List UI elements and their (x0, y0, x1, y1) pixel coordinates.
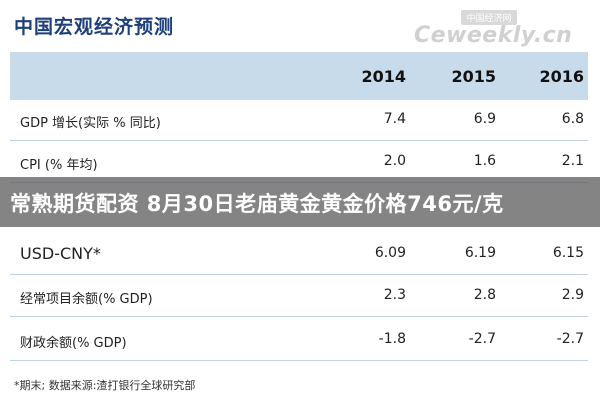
watermark-brand-text: Ceweekly.cn (414, 23, 573, 48)
row-label: CPI (% 年均) (20, 158, 98, 173)
table-row-fiscal-balance: 财政余额(% GDP) -1.8 -2.7 -2.7 (10, 320, 588, 361)
cell-value: 6.09 (374, 245, 406, 261)
table-header: 2014 2015 2016 (10, 52, 588, 100)
footnote: *期末; 数据来源:渣打银行全球研究部 (14, 379, 196, 392)
watermark-logo: 中国经济网 Ceweekly.cn (414, 6, 573, 50)
cell-value: 2.9 (561, 287, 584, 303)
year-header-2014: 2014 (361, 67, 406, 86)
cell-value: 2.1 (561, 153, 584, 169)
cell-value: 6.19 (464, 245, 496, 261)
table-row-current-account: 经常项目余额(% GDP) 2.3 2.8 2.9 (10, 276, 588, 317)
cell-value: -2.7 (556, 331, 584, 347)
table-row-usdcny: USD-CNY* 6.09 6.19 6.15 (10, 234, 588, 275)
table-row-gdp: GDP 增长(实际 % 同比) 7.4 6.9 6.8 (10, 100, 588, 141)
cell-value: 6.15 (552, 245, 584, 261)
cell-value: -1.8 (378, 331, 406, 347)
row-label: 经常项目余额(% GDP) (20, 292, 153, 307)
year-header-2015: 2015 (451, 67, 496, 86)
row-label: GDP 增长(实际 % 同比) (20, 116, 161, 131)
cell-value: 2.0 (383, 153, 406, 169)
page-title: 中国宏观经济预测 (14, 16, 175, 38)
cell-value: -2.7 (468, 331, 496, 347)
headline-text: 常熟期货配资 8月30日老庙黄金黄金价格746元/克 (10, 192, 504, 216)
cell-value: 6.9 (473, 111, 496, 127)
cell-value: 1.6 (473, 153, 496, 169)
watermark-top-text: 中国经济网 (461, 10, 517, 25)
cell-value: 6.8 (561, 111, 584, 127)
row-label: USD-CNY* (20, 244, 101, 263)
cell-value: 7.4 (383, 111, 406, 127)
headline-banner: 常熟期货配资 8月30日老庙黄金黄金价格746元/克 (0, 177, 600, 227)
year-header-2016: 2016 (539, 67, 584, 86)
row-label: 财政余额(% GDP) (20, 336, 127, 351)
cell-value: 2.8 (473, 287, 496, 303)
cell-value: 2.3 (383, 287, 406, 303)
